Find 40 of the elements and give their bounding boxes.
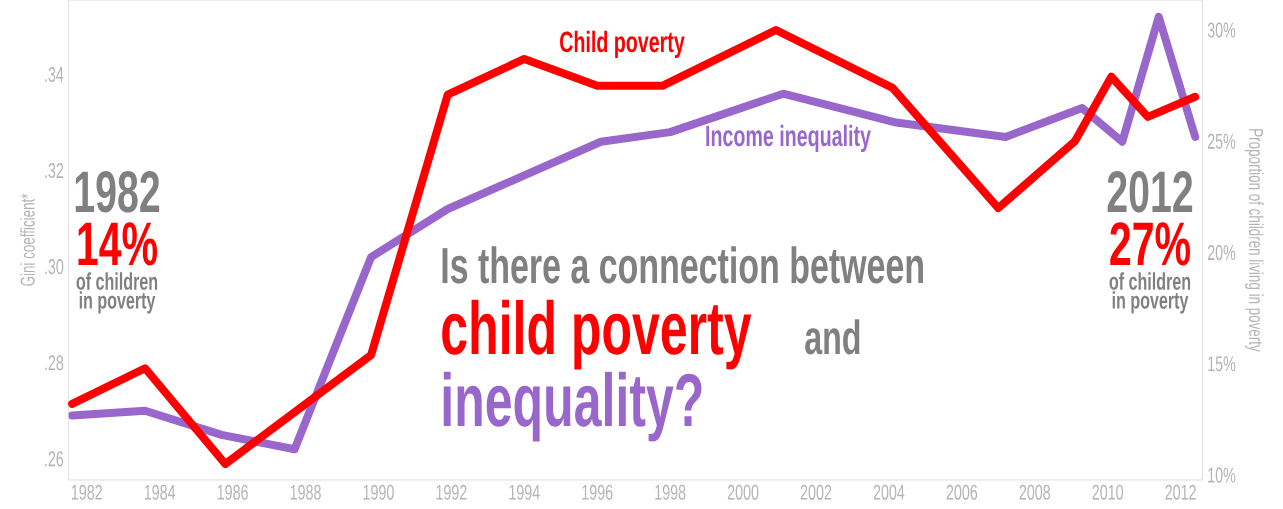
annotation: 1982 — [75, 171, 160, 213]
x-tick-label: 2012 — [1165, 484, 1196, 500]
x-tick-label: 2002 — [800, 484, 832, 500]
x-tick-label: 2004 — [873, 484, 905, 500]
y2-tick-label: 10% — [1208, 467, 1236, 483]
text: Is there a connection between — [442, 246, 923, 284]
y-tick-label: .32 — [45, 163, 64, 179]
annotation: of children in poverty — [1109, 272, 1191, 314]
x-tick-label: 1990 — [363, 484, 394, 500]
x-tick-label: 1988 — [290, 484, 321, 500]
y-tick-label: .26 — [45, 451, 64, 467]
annotation: 2012 — [1107, 171, 1193, 213]
y2-tick-label: 20% — [1207, 245, 1236, 261]
x-tick-label: 2000 — [727, 484, 759, 500]
annotation: and — [805, 319, 860, 355]
series-label: Income inequality — [706, 124, 871, 153]
x-tick-label: 2010 — [1092, 484, 1124, 500]
annotation: 14% — [78, 222, 158, 266]
y-axis-title: Gini coefficient* — [20, 193, 35, 286]
x-tick-label: 1984 — [144, 484, 176, 500]
y2-tick-label: 30% — [1207, 22, 1236, 38]
x-tick-label: 1982 — [71, 484, 102, 500]
x-tick-label: 1986 — [217, 484, 248, 500]
annotation: inequality? — [443, 371, 702, 442]
x-tick-label: 1996 — [582, 484, 613, 500]
x-tick-label: 1992 — [436, 484, 467, 500]
y2-tick-label: 15% — [1208, 356, 1236, 372]
y-tick-label: .28 — [45, 355, 64, 371]
annotation: of children in poverty — [76, 272, 158, 314]
y-tick-label: .30 — [45, 259, 64, 275]
x-tick-label: 2008 — [1019, 484, 1051, 500]
y-tick-label: .34 — [45, 66, 64, 83]
y2-tick-label: 25% — [1207, 133, 1236, 149]
x-tick-label: 2006 — [946, 484, 978, 500]
x-tick-label: 1998 — [655, 484, 686, 500]
series-label: Child poverty — [560, 30, 685, 59]
y2-axis-title: Proportion of children living in poverty — [1244, 129, 1264, 352]
annotation: child poverty — [442, 299, 752, 370]
x-tick-label: 1994 — [509, 484, 540, 500]
annotation: 27% — [1110, 222, 1191, 266]
